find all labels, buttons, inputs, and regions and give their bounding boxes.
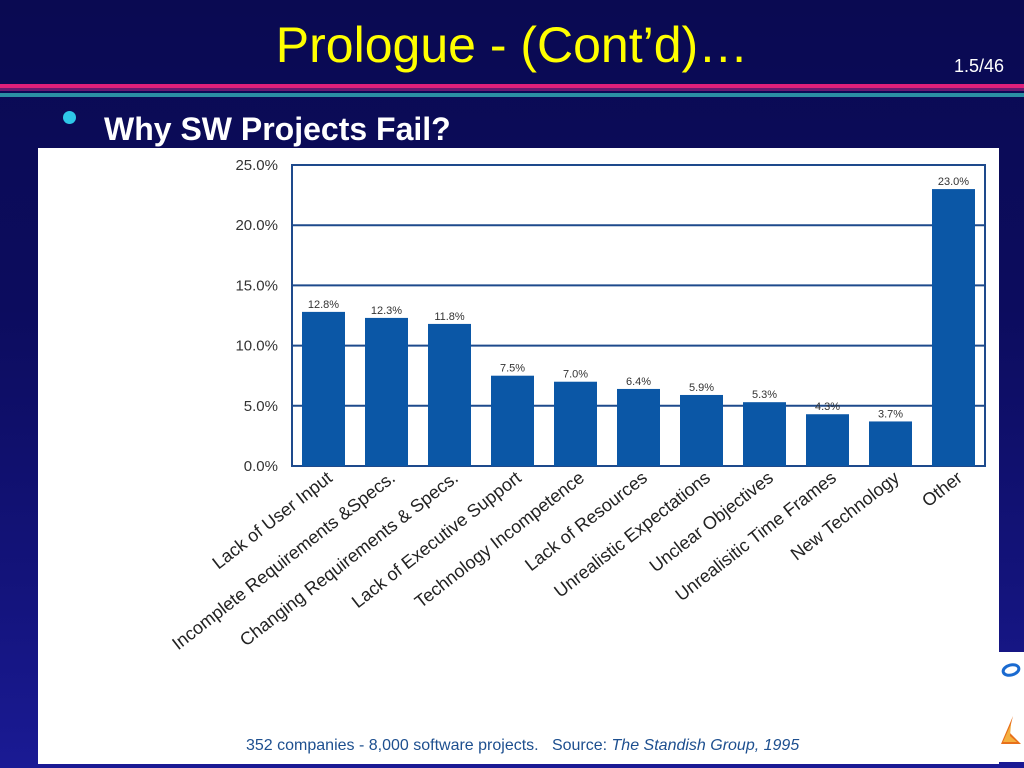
data-label: 3.7% xyxy=(878,408,903,420)
bar xyxy=(932,189,975,466)
bar xyxy=(617,388,660,466)
bar xyxy=(869,421,912,466)
data-label: 11.8% xyxy=(434,311,465,323)
y-tick-label: 5.0% xyxy=(244,398,278,415)
source-name: The Standish Group, 1995 xyxy=(612,737,800,754)
data-label: 12.3% xyxy=(371,305,402,317)
bullet-heading: Why SW Projects Fail? xyxy=(104,111,451,147)
chart-panel: 0.0% 5.0% 10.0% 15.0% 20.0% 25.0% 12.8% 12.3% 11… xyxy=(38,148,999,764)
data-label: 5.3% xyxy=(752,389,777,401)
flame-logo-icon xyxy=(1001,716,1021,744)
y-tick-label: 10.0% xyxy=(235,338,278,355)
bar xyxy=(491,375,534,466)
bar xyxy=(680,394,723,466)
slide-number: 1.5/46 xyxy=(953,56,1004,76)
bar-chart: 0.0% 5.0% 10.0% 15.0% 20.0% 25.0% 12.8% 12.3% 11… xyxy=(168,157,986,754)
data-label: 5.9% xyxy=(689,382,714,394)
title-divider-band xyxy=(0,93,1024,97)
bar xyxy=(806,414,849,466)
slide-title: Prologue - (Cont’d)… xyxy=(275,17,749,73)
data-label: 7.5% xyxy=(500,363,525,375)
y-tick-label: 0.0% xyxy=(244,458,278,475)
bar xyxy=(743,402,786,466)
y-tick-label: 20.0% xyxy=(235,217,278,234)
bar xyxy=(302,311,345,466)
data-label: 23.0% xyxy=(938,176,969,188)
x-tick-label: Other xyxy=(918,467,966,510)
title-divider-band xyxy=(0,88,1024,91)
data-label: 7.0% xyxy=(563,369,588,381)
title-divider-band xyxy=(0,84,1024,88)
data-label: 4.3% xyxy=(815,401,840,413)
bullet-icon xyxy=(63,111,76,124)
bar xyxy=(365,317,408,466)
bar xyxy=(428,323,471,466)
data-label: 12.8% xyxy=(308,299,339,311)
x-tick-label: New Technology xyxy=(787,467,903,564)
data-label: 6.4% xyxy=(626,376,651,388)
swirl-logo-icon xyxy=(1001,663,1021,677)
source-prefix: 352 companies - 8,000 software projects.… xyxy=(246,737,612,754)
logo-strip xyxy=(999,652,1024,762)
y-tick-label: 25.0% xyxy=(235,157,278,174)
bar xyxy=(554,381,597,466)
x-tick-label: Incomplete Requirements &Specs. xyxy=(168,467,399,653)
chart-source-note: 352 companies - 8,000 software projects.… xyxy=(246,737,799,754)
y-tick-label: 15.0% xyxy=(235,277,278,294)
